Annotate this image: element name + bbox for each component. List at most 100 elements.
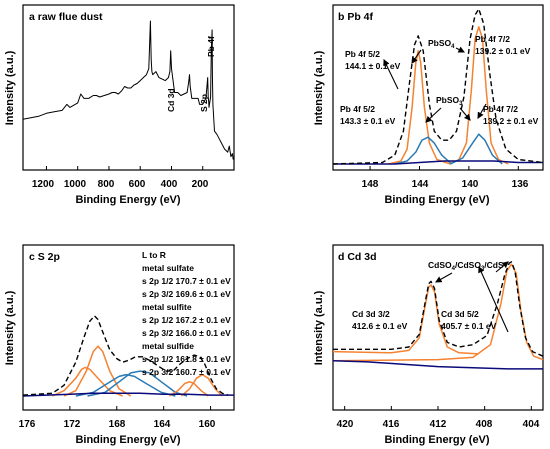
panel-a-ticks <box>45 166 204 170</box>
series-line-4 <box>169 381 209 397</box>
panel-c-xtick-label: 160 <box>199 419 216 430</box>
panel-c-xtick-label: 168 <box>109 419 126 430</box>
annotation-sulfide-2: s 2p 3/2 160.7 ± 0.1 eV <box>142 367 231 377</box>
annotation-sulfate: metal sulfate <box>142 263 194 273</box>
panel-a-xtick-label: 1000 <box>64 179 87 190</box>
panel-b-ylabel: Intensity (a.u.) <box>313 50 325 125</box>
series-line-0 <box>22 20 234 160</box>
arrow-pbso4-right <box>455 46 465 53</box>
panel-c-xlabel: Binding Energy (eV) <box>75 434 180 446</box>
annotation-cd-species-b: /CdSO <box>455 260 481 270</box>
annotation-order: L to R <box>142 250 166 260</box>
panel-b: b Pb 4f Intensity (a.u.) Binding Energy … <box>313 4 544 206</box>
annotation-cd3d52-value: 405.7 ± 0.1 eV <box>441 321 497 331</box>
panel-d-tick-labels: 420 416 412 408 404 <box>337 419 540 430</box>
annotation-pb4f: Pb 4f <box>206 36 216 57</box>
panel-c-tick-labels: 176 172 168 164 160 <box>19 419 216 430</box>
panel-c-frame <box>22 244 235 411</box>
series-line-0 <box>388 50 451 165</box>
arrow-cd-long <box>478 265 509 333</box>
series-line-1 <box>332 263 544 362</box>
annotation-cd-species-c: /CdS <box>484 260 504 270</box>
annotation-cd3d: Cd 3d <box>166 88 176 112</box>
series-line-2 <box>332 360 543 370</box>
series-line-2 <box>75 373 176 397</box>
series-line-1 <box>448 26 509 165</box>
panel-d: d Cd 3d Intensity (a.u.) Binding Energy … <box>313 244 544 446</box>
panel-a-xtick-label: 200 <box>192 179 209 190</box>
annotation-pb4f72-b: Pb 4f 7/2 <box>483 104 518 114</box>
series-line-5 <box>180 373 223 397</box>
panel-d-plot <box>332 261 544 370</box>
panel-d-ylabel: Intensity (a.u.) <box>313 290 325 365</box>
panel-a-xtick-label: 800 <box>98 179 115 190</box>
annotation-pbso3-sub: 3 <box>459 101 463 107</box>
panel-a-frame <box>22 4 235 171</box>
annotation-sulfite-2: s 2p 3/2 166.0 ± 0.1 eV <box>142 328 231 338</box>
annotation-sulfate-1: s 2p 1/2 170.7 ± 0.1 eV <box>142 276 231 286</box>
series-line-1 <box>63 345 132 397</box>
annotation-pbso4-sub: 4 <box>451 44 455 50</box>
panel-a-title: a raw flue dust <box>29 11 103 23</box>
annotation-pbso4-text: PbSO <box>428 38 452 48</box>
panel-d-xtick-label: 420 <box>337 419 354 430</box>
panel-c-legend-text: L to R metal sulfate s 2p 1/2 170.7 ± 0.… <box>142 250 231 377</box>
panel-c-xtick-label: 164 <box>154 419 171 430</box>
panel-b-xtick-label: 148 <box>362 179 379 190</box>
series-line-3 <box>333 261 544 357</box>
annotation-sulfite-1: s 2p 1/2 167.2 ± 0.1 eV <box>142 315 231 325</box>
annotation-pb4f52-b: Pb 4f 5/2 <box>340 104 375 114</box>
annotation-s2p: S 2p <box>199 94 209 112</box>
annotation-pb4f52-b-value: 143.3 ± 0.1 eV <box>340 116 396 126</box>
panel-d-xtick-label: 404 <box>523 419 540 430</box>
arrow-cd-left <box>435 272 453 283</box>
annotation-cd-species-sub4: 4 <box>452 266 456 272</box>
panel-d-xtick-label: 416 <box>383 419 400 430</box>
arrow-pb4f52-a <box>383 59 399 90</box>
annotation-cd3d32-value: 412.6 ± 0.1 eV <box>352 321 408 331</box>
panel-d-title: d Cd 3d <box>338 251 377 263</box>
panel-a-ylabel: Intensity (a.u.) <box>4 50 16 125</box>
panel-d-xlabel: Binding Energy (eV) <box>384 434 489 446</box>
panel-c-ylabel: Intensity (a.u.) <box>4 290 16 365</box>
series-line-0 <box>51 366 123 397</box>
panel-b-tick-labels: 148 144 140 136 <box>362 179 529 190</box>
panel-b-xtick-label: 144 <box>412 179 429 190</box>
annotation-pbso3: PbSO3 <box>436 95 463 107</box>
panel-b-ticks <box>369 166 519 170</box>
panel-c: c S 2p Intensity (a.u.) Binding Energy (… <box>4 244 235 446</box>
annotation-pb4f52-a-value: 144.1 ± 0.1 eV <box>345 61 401 71</box>
panel-c-ticks <box>22 406 212 410</box>
arrow-pb4f72-b <box>477 103 487 119</box>
annotation-pbso4: PbSO4 <box>428 38 455 50</box>
panel-c-title: c S 2p <box>29 251 60 263</box>
panel-a-xtick-label: 600 <box>129 179 146 190</box>
annotation-cd-species: CdSO4/CdSO3/CdS <box>428 260 504 272</box>
annotation-sulfate-2: s 2p 3/2 169.6 ± 0.1 eV <box>142 289 231 299</box>
panel-b-frame <box>332 4 544 171</box>
series-line-2 <box>394 136 453 165</box>
series-line-3 <box>87 370 188 397</box>
annotation-sulfite: metal sulfite <box>142 302 192 312</box>
panel-b-xlabel: Binding Energy (eV) <box>384 194 489 206</box>
series-line-6 <box>22 392 234 397</box>
annotation-sulfide: metal sulfide <box>142 341 194 351</box>
panel-c-xtick-label: 172 <box>64 419 81 430</box>
annotation-cd-species-a: CdSO <box>428 260 452 270</box>
annotation-pb4f72-a-value: 139.2 ± 0.1 eV <box>475 46 531 56</box>
panel-a-xtick-label: 1200 <box>32 179 55 190</box>
series-line-4 <box>333 160 543 165</box>
panel-b-title: b Pb 4f <box>338 11 374 23</box>
arrow-pbso3-right <box>459 107 471 121</box>
panel-a-tick-labels: 1200 1000 800 600 400 200 <box>32 179 209 190</box>
annotation-cd3d32: Cd 3d 3/2 <box>352 309 390 319</box>
panel-d-annotations: CdSO4/CdSO3/CdS Cd 3d 3/2 412.6 ± 0.1 eV… <box>352 260 509 333</box>
series-line-7 <box>22 315 229 396</box>
series-line-5 <box>332 8 544 165</box>
panel-b-xtick-label: 140 <box>462 179 479 190</box>
panel-c-plot <box>22 315 234 397</box>
panel-a-plot <box>22 20 234 160</box>
series-line-0 <box>332 284 479 355</box>
annotation-pb4f72-b-value: 139.2 ± 0.1 eV <box>483 116 539 126</box>
